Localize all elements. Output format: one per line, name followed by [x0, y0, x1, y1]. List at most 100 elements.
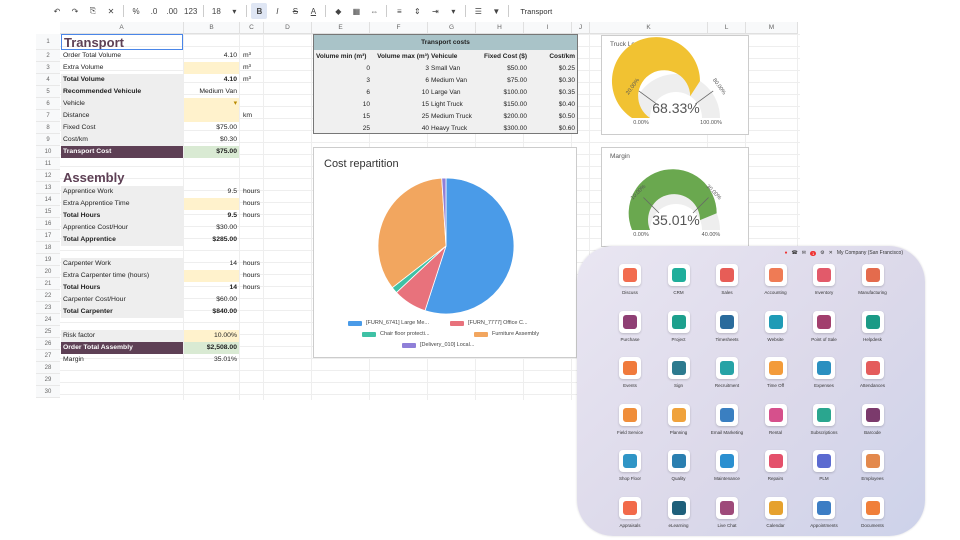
app-tile[interactable]: Subscriptions	[801, 403, 847, 450]
app-tile[interactable]: Email Marketing	[704, 403, 750, 450]
legend-item[interactable]: [Delivery_010] Local...	[402, 342, 474, 348]
table-cell[interactable]: $0.50	[558, 113, 575, 120]
app-tile[interactable]: Employees	[850, 450, 896, 496]
cell-label[interactable]: Distance	[61, 110, 183, 122]
cell-label[interactable]: Total Apprentice	[61, 234, 183, 246]
cell-value[interactable]: $30.00	[216, 224, 237, 231]
percent-format-button[interactable]: %	[132, 6, 140, 16]
row-header[interactable]: 5	[36, 86, 60, 98]
table-cell[interactable]: Small Van	[431, 65, 461, 72]
row-header[interactable]: 17	[36, 230, 60, 242]
app-tile[interactable]: Project	[656, 310, 702, 357]
app-tile[interactable]: Appointments	[801, 496, 847, 537]
fill-color-icon[interactable]: ◆	[335, 6, 342, 16]
app-tile[interactable]: Discuss	[607, 264, 653, 310]
cell-label[interactable]: Extra Carpenter time (hours)	[61, 270, 183, 282]
cell-value[interactable]: $840.00	[212, 308, 237, 315]
app-tile[interactable]: Live Chat	[704, 496, 750, 537]
app-tile[interactable]: Timesheets	[704, 310, 750, 357]
cell-value[interactable]: $60.00	[216, 296, 237, 303]
table-cell[interactable]: 0	[366, 65, 370, 72]
table-cell[interactable]: $50.00	[507, 65, 527, 72]
column-header[interactable]: G	[428, 22, 476, 34]
app-tile[interactable]: Field Service	[607, 403, 653, 450]
row-header[interactable]: 30	[36, 386, 60, 398]
cell-label[interactable]: Total Hours	[61, 282, 183, 294]
table-cell[interactable]: $0.60	[558, 125, 575, 132]
row-header[interactable]: 25	[36, 326, 60, 338]
cell-value[interactable]: 4.10	[223, 76, 237, 83]
app-tile[interactable]: Documents	[850, 496, 896, 537]
cell-label[interactable]: Margin	[63, 356, 84, 363]
cell-value[interactable]	[184, 62, 239, 74]
cell-label[interactable]: Carpenter Cost/Hour	[61, 294, 183, 306]
app-tile[interactable]: Website	[753, 310, 799, 357]
app-tile[interactable]: Expenses	[801, 357, 847, 403]
increase-decimal-button[interactable]: .00	[166, 6, 178, 16]
cell-unit[interactable]: m³	[243, 52, 251, 59]
row-header[interactable]: 6	[36, 98, 60, 110]
cell-unit[interactable]: hours	[243, 272, 261, 279]
table-cell[interactable]: $0.30	[558, 77, 575, 84]
format-menu-icon[interactable]: ☰	[474, 6, 482, 16]
cell-unit[interactable]: hours	[243, 284, 261, 291]
cell-label[interactable]: Apprentice Work	[61, 186, 183, 198]
row-header[interactable]: 14	[36, 194, 60, 206]
cell-unit[interactable]: hours	[243, 260, 261, 267]
column-header[interactable]: C	[240, 22, 264, 34]
cell-value[interactable]: $75.00	[216, 124, 237, 131]
table-cell[interactable]: $0.35	[558, 89, 575, 96]
row-header[interactable]: 22	[36, 290, 60, 302]
app-tile[interactable]: Inventory	[801, 264, 847, 310]
app-tile[interactable]: Repairs	[753, 450, 799, 496]
cell-value[interactable]: 10.00%	[184, 330, 239, 342]
column-header[interactable]: E	[312, 22, 370, 34]
cell-value[interactable]: $0.30	[219, 136, 237, 143]
table-cell[interactable]: 15	[362, 113, 370, 120]
messages-icon[interactable]: ✉	[801, 250, 806, 256]
horizontal-align-icon[interactable]: ≡	[397, 6, 402, 16]
cell-label[interactable]: Risk factor	[61, 330, 183, 342]
column-header[interactable]: F	[370, 22, 428, 34]
borders-icon[interactable]: ▦	[352, 6, 361, 16]
app-tile[interactable]: Shop Floor	[607, 450, 653, 496]
row-header[interactable]: 27	[36, 350, 60, 362]
app-tile[interactable]: Attendances	[850, 357, 896, 403]
row-header[interactable]: 2	[36, 50, 60, 62]
row-header[interactable]: 26	[36, 338, 60, 350]
app-tile[interactable]: Sales	[704, 264, 750, 310]
cell-unit[interactable]: hours	[243, 188, 261, 195]
row-header[interactable]: 20	[36, 266, 60, 278]
cell-label[interactable]: Total Hours	[61, 210, 183, 222]
app-tile[interactable]: Helpdesk	[850, 310, 896, 357]
cell-value[interactable]: Medium Van	[199, 88, 237, 95]
legend-item[interactable]: Chair floor protecti...	[362, 331, 430, 337]
row-header[interactable]: 11	[36, 158, 60, 170]
close-icon[interactable]: ✕	[828, 250, 833, 256]
row-header[interactable]: 10	[36, 146, 60, 158]
formula-bar[interactable]: Transport	[520, 6, 553, 16]
cell-label[interactable]: Cost/km	[61, 134, 183, 146]
column-header[interactable]: K	[590, 22, 708, 34]
cell-label[interactable]: Recommended Vehicule	[61, 86, 183, 98]
table-cell[interactable]: Medium Truck	[431, 113, 472, 120]
app-tile[interactable]: Appraisals	[607, 496, 653, 537]
table-cell[interactable]: 25	[421, 113, 429, 120]
app-tile[interactable]: Planning	[656, 403, 702, 450]
cell-label[interactable]: Transport Cost	[61, 146, 183, 158]
row-header[interactable]: 21	[36, 278, 60, 290]
number-format-button[interactable]: 123	[184, 6, 198, 16]
cell-value[interactable]: 9.5	[227, 188, 237, 195]
table-cell[interactable]: Light Truck	[431, 101, 463, 108]
row-header[interactable]: 23	[36, 302, 60, 314]
table-cell[interactable]: Medium Van	[431, 77, 468, 84]
legend-item[interactable]: [FURN_7777] Office C...	[450, 320, 528, 326]
table-cell[interactable]: 3	[425, 65, 429, 72]
legend-item[interactable]: [FURN_6741] Large Me...	[348, 320, 429, 326]
strikethrough-button[interactable]: S	[292, 6, 299, 16]
cell-unit[interactable]: hours	[243, 200, 261, 207]
cell-value[interactable]: 4.10	[223, 52, 237, 59]
table-cell[interactable]: $75.00	[507, 77, 527, 84]
row-header[interactable]: 19	[36, 254, 60, 266]
column-header[interactable]: B	[184, 22, 240, 34]
